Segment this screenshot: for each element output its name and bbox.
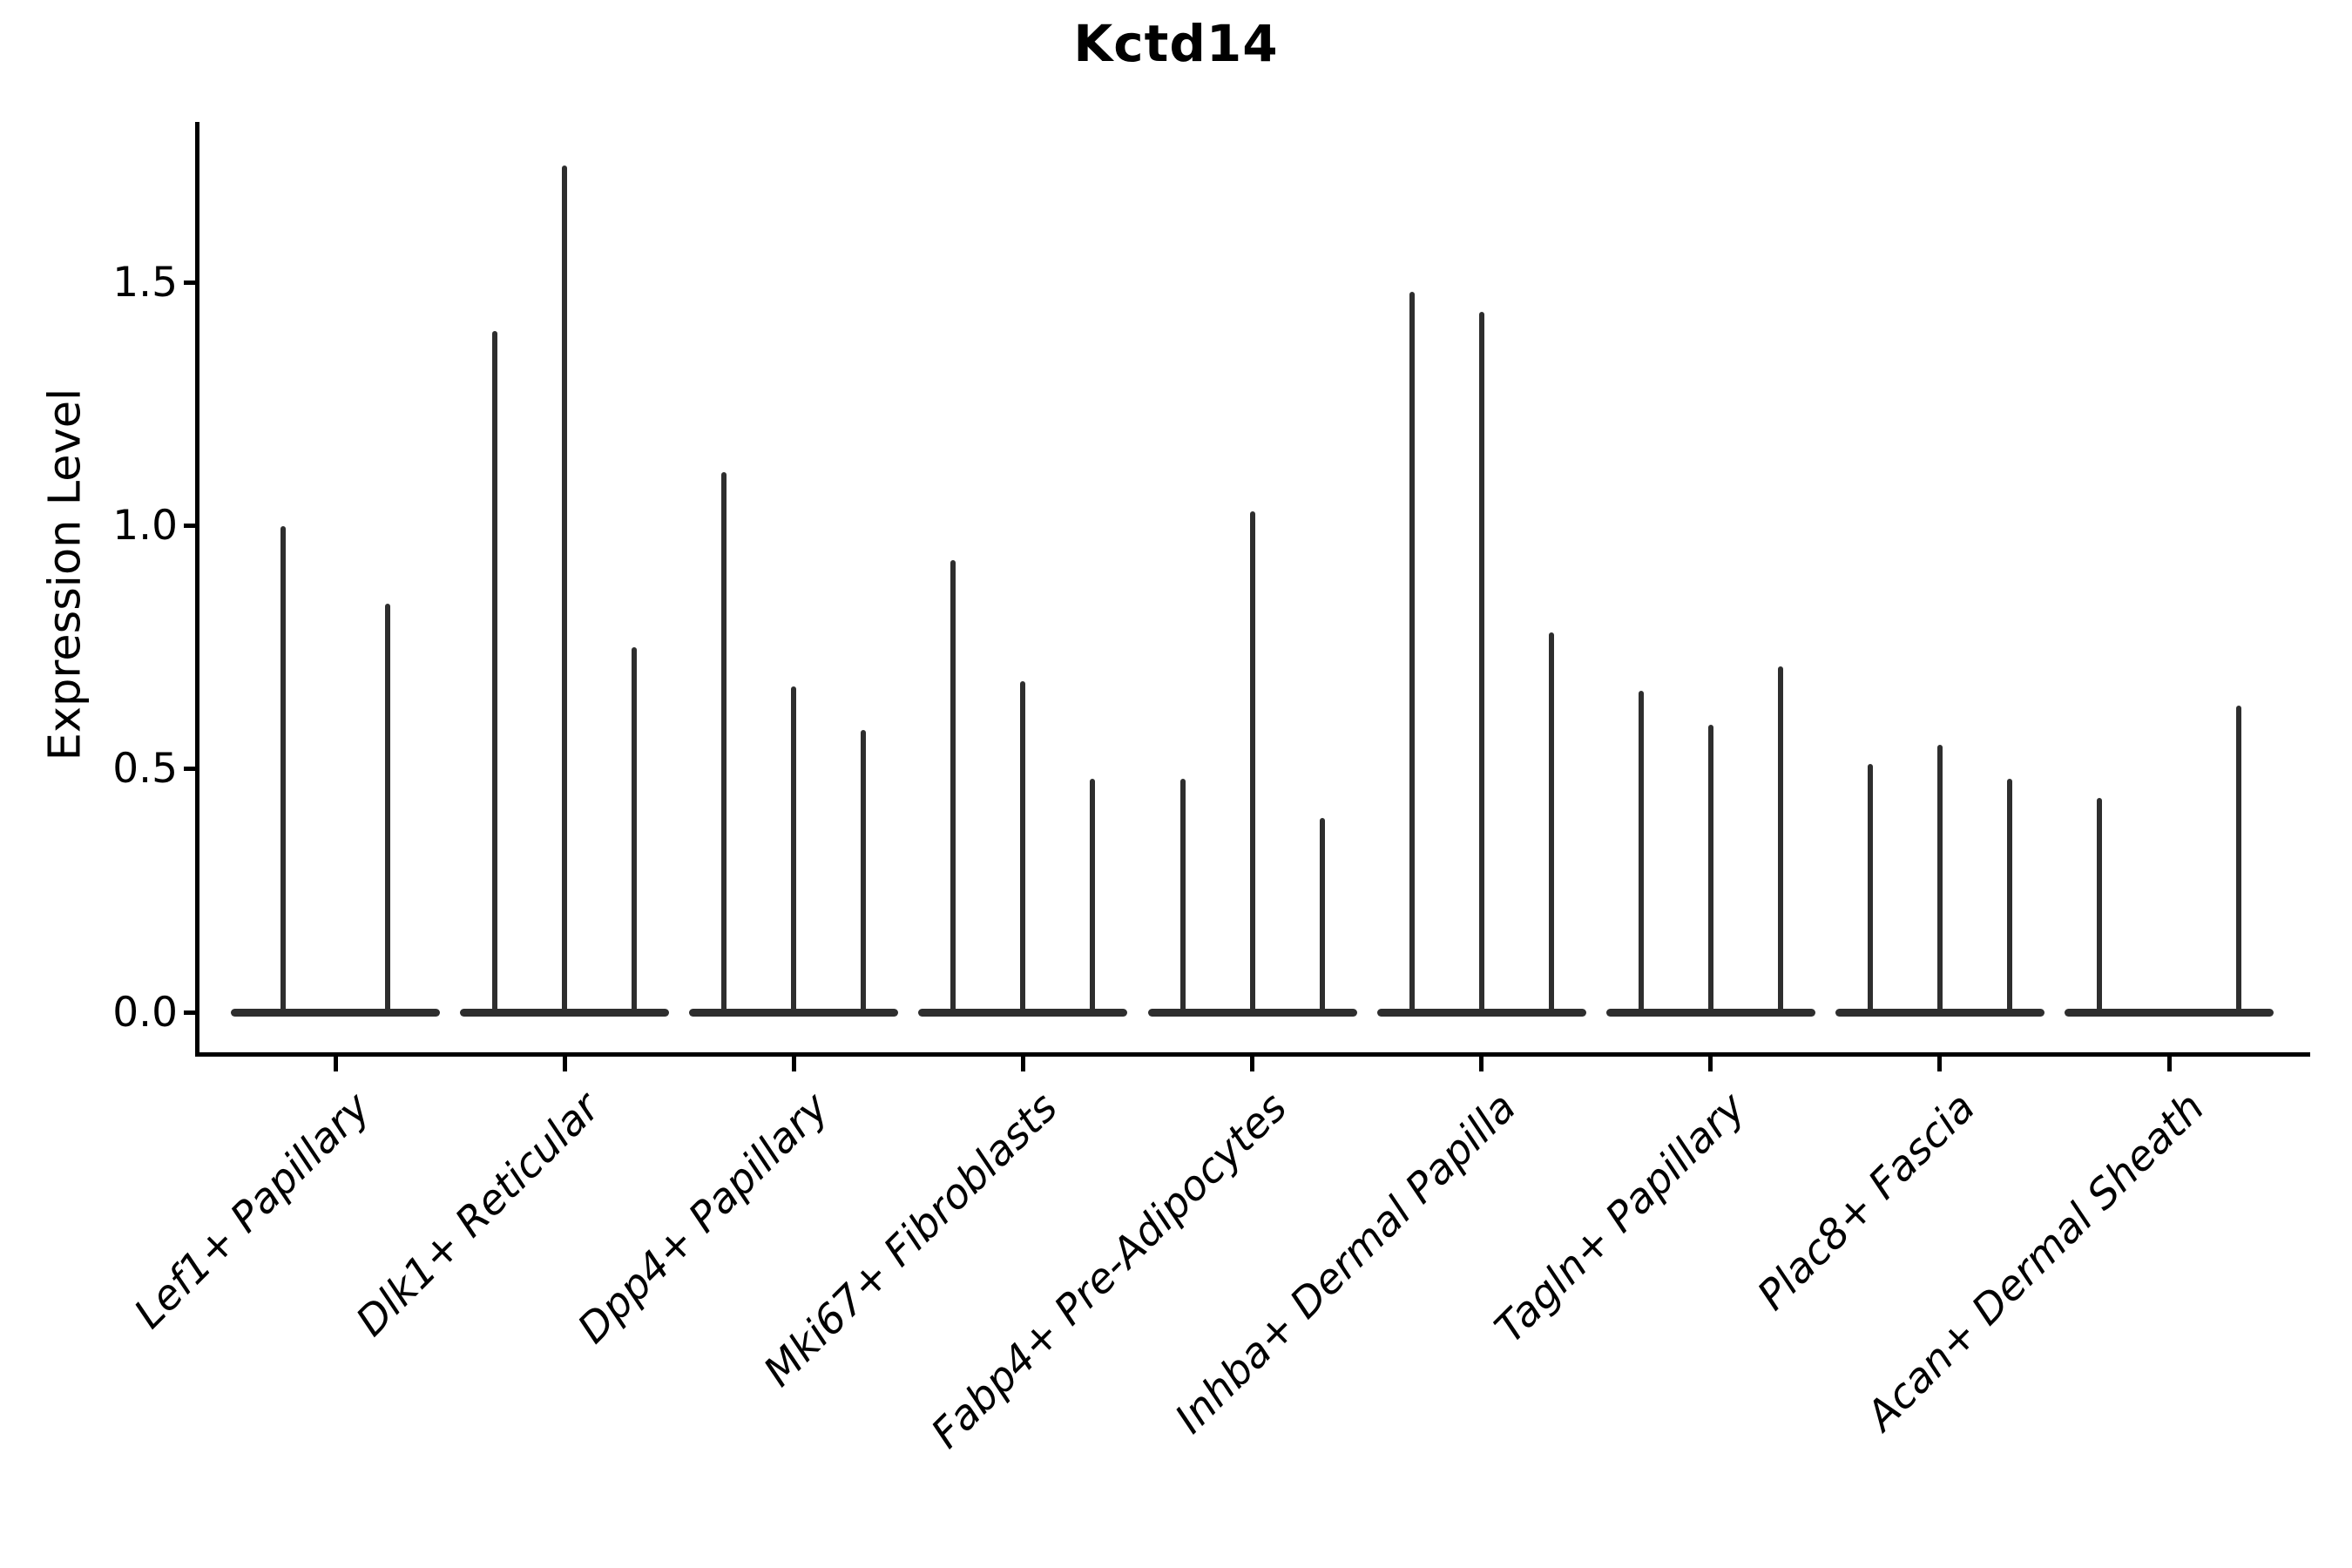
y-tick-mark [184,524,197,528]
violin-spike [1638,691,1644,1012]
violin-spike [721,472,727,1012]
y-tick-mark [184,280,197,285]
violin-spike [1478,311,1484,1012]
violin-spike [632,647,638,1012]
x-tick-label: Tagln+ Papillary [1485,1083,1755,1353]
violin-spike [1249,510,1255,1012]
x-tick-mark [791,1056,796,1071]
violin-spike [1090,778,1096,1012]
violin-base [1835,1008,2044,1017]
violin-base [1376,1008,1586,1017]
violin-base [231,1008,440,1017]
violin-spike [1548,632,1554,1012]
violin-spike [385,603,390,1012]
x-tick-mark [562,1056,567,1071]
x-tick-mark [1020,1056,1025,1071]
x-tick-label: Dpp4+ Papillary [568,1083,839,1354]
violin-spike [1936,744,1943,1012]
violin-spike [861,730,867,1012]
violin-base [1147,1008,1357,1017]
x-tick-label: Dlk1+ Reticular [346,1083,609,1346]
violin-spike [2097,798,2102,1012]
x-tick-label: Lef1+ Papillary [125,1083,380,1338]
violin-spike [280,525,286,1012]
violin-spike [1319,817,1325,1012]
x-tick-mark [1479,1056,1484,1071]
x-axis-spine [195,1052,2310,1057]
violin-spike [1777,666,1783,1012]
violin-base [1605,1008,1815,1017]
violin-base [689,1008,899,1017]
x-tick-label: Plac8+ Fascia [1747,1083,1984,1320]
violin-spike [1707,725,1713,1012]
y-tick-label: 1.0 [112,502,178,550]
violin-spike [2006,778,2012,1012]
x-tick-mark [333,1056,338,1071]
y-tick-label: 1.5 [112,258,178,307]
y-tick-label: 0.5 [112,745,178,794]
violin-spike [1867,764,1873,1012]
y-tick-mark [184,1010,197,1015]
violin-base [918,1008,1128,1017]
x-tick-mark [1708,1056,1713,1071]
y-axis-spine [195,122,199,1057]
violin-spike [562,166,568,1012]
violin-spike [1409,292,1415,1012]
violin-spike [791,686,797,1012]
x-tick-mark [1250,1056,1254,1071]
chart-title: Kctd14 [1073,14,1279,73]
y-tick-label: 0.0 [112,988,178,1037]
violin-spike [2236,706,2241,1012]
violin-spike [1020,681,1026,1012]
violin-spike [492,331,498,1012]
x-tick-mark [1937,1056,1943,1071]
y-tick-mark [184,767,197,772]
violin-spike [1179,778,1186,1012]
violin-base [460,1008,670,1017]
x-tick-mark [2166,1056,2172,1071]
violin-spike [950,559,956,1012]
violin-base [2065,1008,2274,1017]
